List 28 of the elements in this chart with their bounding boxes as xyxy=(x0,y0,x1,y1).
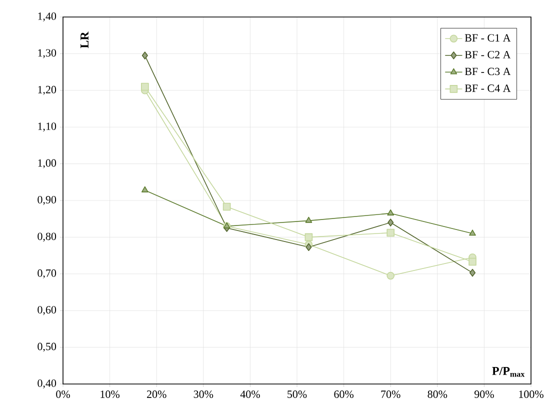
x-tick-label: 70% xyxy=(381,390,400,398)
x-tick-label: 0% xyxy=(56,390,70,398)
y-tick-label: 1,30 xyxy=(38,49,56,58)
x-tick-label: 100% xyxy=(519,390,544,398)
y-tick-label: 0,80 xyxy=(38,232,56,242)
x-tick-label: 90% xyxy=(474,390,494,398)
text: P/P$_{max}$ xyxy=(492,367,525,377)
y-axis-title: LR xyxy=(80,32,88,48)
x-tick-label: 20% xyxy=(147,390,166,398)
y-tick-label: 0,60 xyxy=(38,306,56,316)
y-tick-label: 1,40 xyxy=(38,12,56,22)
y-tick-label: 0,90 xyxy=(38,196,56,205)
y-tick-label: 0,50 xyxy=(38,342,56,352)
x-tick-label: 60% xyxy=(334,390,354,398)
y-tick-label: 0,70 xyxy=(38,269,56,278)
legend-label: BF - C1 A xyxy=(464,34,511,42)
x-tick-label: 10% xyxy=(100,390,120,398)
x-tick-label: 50% xyxy=(288,390,307,398)
legend-label: BF - C3 A xyxy=(464,68,511,76)
x-tick-label: 30% xyxy=(194,390,214,398)
x-tick-label: 80% xyxy=(428,390,448,398)
legend-label: BF - C2 A xyxy=(464,50,511,58)
y-tick-label: 1,20 xyxy=(38,86,56,95)
legend-label: BF - C4 A xyxy=(464,84,511,92)
x-tick-label: 40% xyxy=(240,390,260,398)
y-tick-label: 0,40 xyxy=(38,379,56,388)
y-tick-label: 1,10 xyxy=(38,122,56,132)
y-tick-label: 1,00 xyxy=(38,159,56,168)
